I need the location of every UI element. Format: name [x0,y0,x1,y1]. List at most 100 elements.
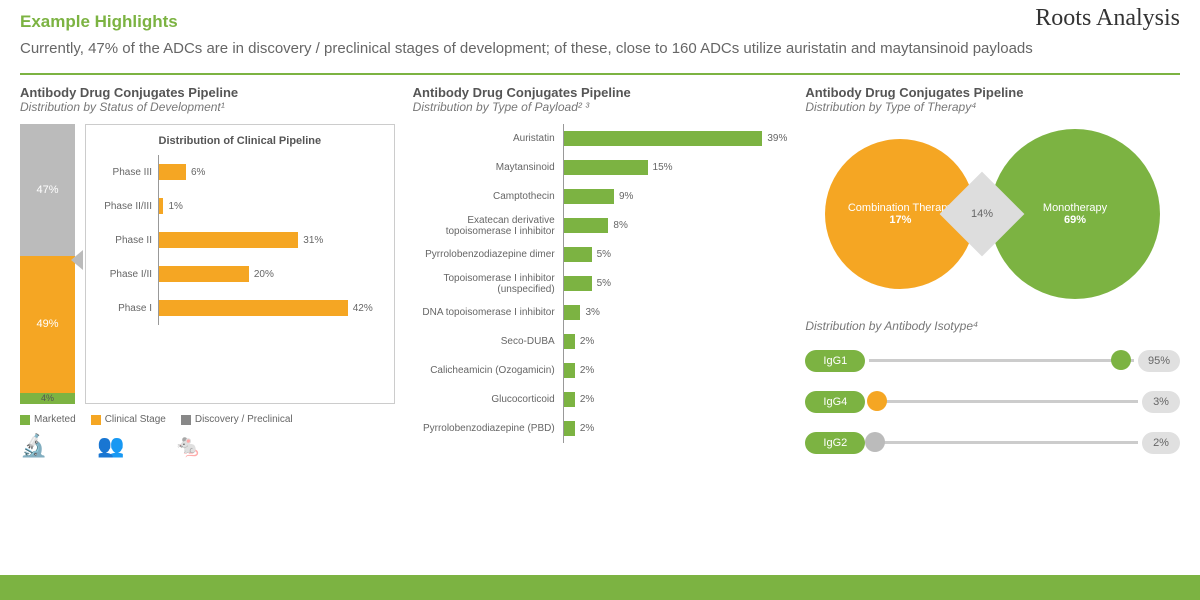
payload-value: 2% [580,394,594,405]
clinical-value: 1% [168,201,182,212]
payload-row: Calicheamicin (Ozogamicin) 2% [413,356,788,385]
payload-row: DNA topoisomerase I inhibitor 3% [413,298,788,327]
payload-bar-area: 2% [563,356,788,385]
stacked-segment: 49% [20,256,75,393]
clinical-row: Phase I 42% [96,291,384,325]
stacked-bar: 47%49%4% [20,124,75,404]
legend-item: Marketed [20,414,76,425]
panel-therapy: Antibody Drug Conjugates Pipeline Distri… [805,85,1180,466]
payload-label: Glucocorticoid [413,394,563,405]
clinical-label: Phase II [96,235,158,246]
clinical-row: Phase I/II 20% [96,257,384,291]
brand-logo: Roots Analysis [1035,5,1180,32]
clinical-value: 42% [353,303,373,314]
payload-value: 9% [619,191,633,202]
payload-value: 39% [767,133,787,144]
panel2-subtitle: Distribution by Type of Payload² ³ [413,100,788,114]
payload-row: Exatecan derivative topoisomerase I inhi… [413,211,788,240]
legend-item: Discovery / Preclinical [181,414,293,425]
payload-value: 5% [597,249,611,260]
isotype-value: 2% [1142,432,1180,454]
payload-bar [564,189,614,204]
clinical-bar [159,232,298,248]
payload-bar [564,421,575,436]
payload-label: DNA topoisomerase I inhibitor [413,307,563,318]
legend-item: Clinical Stage [91,414,166,425]
venn-left-label: Combination Therapy [848,202,953,214]
clinical-row: Phase II/III 1% [96,189,384,223]
payload-bar-area: 39% [563,124,788,153]
isotype-row: IgG4 3% [805,384,1180,419]
panel2-title: Antibody Drug Conjugates Pipeline [413,85,788,100]
clinical-value: 6% [191,167,205,178]
payload-bar-area: 5% [563,269,788,298]
clinical-row: Phase II 31% [96,223,384,257]
payload-bar-area: 8% [563,211,788,240]
panel-payload: Antibody Drug Conjugates Pipeline Distri… [413,85,788,466]
clinical-bar [159,266,249,282]
payload-label: Maytansinoid [413,162,563,173]
payload-bar [564,363,575,378]
isotype-name: IgG1 [805,350,865,372]
clinical-bar [159,300,348,316]
header: Example Highlights Currently, 47% of the… [0,0,1200,67]
payload-bar [564,334,575,349]
people-icon: 👥 [97,433,124,459]
payload-bar-area: 9% [563,182,788,211]
payload-row: Auristatin 39% [413,124,788,153]
legend-label: Discovery / Preclinical [195,414,293,425]
example-title: Example Highlights [20,12,1180,32]
venn-right-value: 69% [1064,214,1086,226]
clinical-label: Phase I [96,303,158,314]
payload-bar [564,131,763,146]
legend-swatch [91,415,101,425]
clinical-bar-area: 1% [158,189,384,223]
payload-value: 8% [613,220,627,231]
connector-icon [71,250,83,270]
payload-bar [564,392,575,407]
clinical-label: Phase I/II [96,269,158,280]
payload-label: Pyrrolobenzodiazepine dimer [413,249,563,260]
legend-label: Marketed [34,414,76,425]
payload-row: Glucocorticoid 2% [413,385,788,414]
payload-value: 5% [597,278,611,289]
isotype-row: IgG1 95% [805,343,1180,378]
category-icons: 🔬 👥 🐁 [20,433,395,459]
legend-swatch [181,415,191,425]
payload-bar-area: 3% [563,298,788,327]
payload-row: Pyrrolobenzodiazepine dimer 5% [413,240,788,269]
payload-bar-area: 2% [563,414,788,443]
clinical-bar [159,164,186,180]
payload-bar-area: 2% [563,327,788,356]
payload-bar-area: 15% [563,153,788,182]
payload-value: 2% [580,365,594,376]
legend: Marketed Clinical Stage Discovery / Precli… [20,414,395,425]
payload-label: Camptothecin [413,191,563,202]
venn-left-value: 17% [889,214,911,226]
isotype-dot [867,391,887,411]
clinical-value: 31% [303,235,323,246]
payload-row: Pyrrolobenzodiazepine (PBD) 2% [413,414,788,443]
payload-bar [564,218,609,233]
isotype-value: 95% [1138,350,1180,372]
isotype-track [869,400,1138,403]
clinical-box: Distribution of Clinical Pipeline Phase … [85,124,395,404]
payload-label: Calicheamicin (Ozogamicin) [413,365,563,376]
venn-right-label: Monotherapy [1043,202,1107,214]
payload-row: Maytansinoid 15% [413,153,788,182]
legend-label: Clinical Stage [105,414,166,425]
clinical-bar-area: 31% [158,223,384,257]
isotype-value: 3% [1142,391,1180,413]
microscope-icon: 🔬 [20,433,47,459]
payload-label: Seco-DUBA [413,336,563,347]
clinical-value: 20% [254,269,274,280]
stacked-segment: 4% [20,393,75,404]
isotype-row: IgG2 2% [805,425,1180,460]
isotype-dot [865,432,885,452]
subtitle: Currently, 47% of the ADCs are in discov… [20,38,1180,59]
payload-row: Seco-DUBA 2% [413,327,788,356]
clinical-label: Phase III [96,167,158,178]
payload-row: Topoisomerase I inhibitor (unspecified) … [413,269,788,298]
clinical-row: Phase III 6% [96,155,384,189]
panel3-subtitle-a: Distribution by Type of Therapy⁴ [805,100,1180,114]
